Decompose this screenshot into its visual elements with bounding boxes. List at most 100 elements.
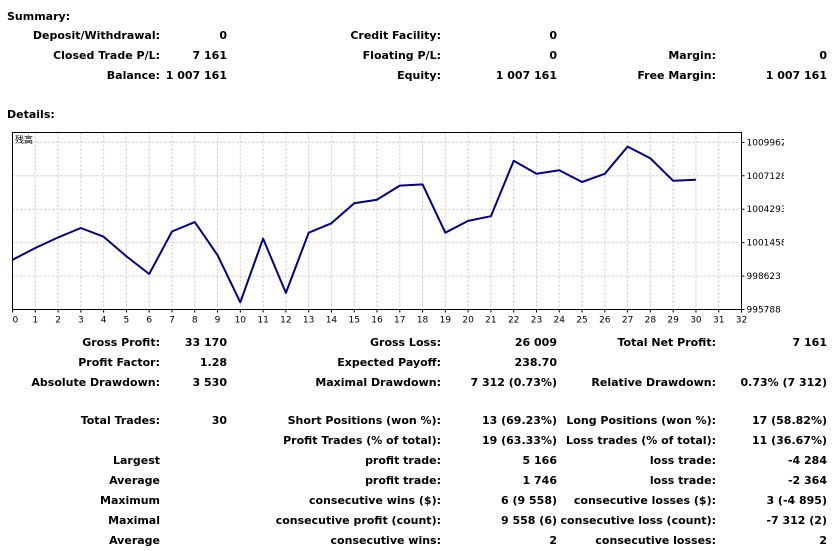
summary-cell-r2-c1-value: 1 007 161	[495, 69, 557, 82]
summary-cell-r0-c0-label: Deposit/Withdrawal:	[32, 29, 160, 42]
summary-cell-r1-c1-label: Floating P/L:	[362, 49, 441, 62]
details-cell-r7-c1-label: consecutive wins ($):	[308, 494, 441, 507]
details-cell-r0-c1-value: 26 009	[514, 336, 557, 349]
details-cell-r3-c0-label: Total Trades:	[80, 414, 160, 427]
summary-cell-r2-c1-label: Equity:	[397, 69, 441, 82]
x-tick-label: 13	[303, 316, 314, 326]
details-heading: Details:	[7, 108, 55, 121]
x-axis: 0 1 2 3 4 5 6 7 8 9 10 11 12 13 14 15 16 17 18 19 20 21 22 23 24…	[12, 309, 747, 326]
details-cell-r2-c2-label: Relative Drawdown:	[591, 376, 716, 389]
details-cell-r7-c0-label: Maximum	[100, 494, 160, 507]
x-tick-label: 17	[394, 316, 405, 326]
details-cell-r3-c1-label: Short Positions (won %):	[287, 414, 441, 427]
details-cell-r3-c2-value: 17 (58.82%)	[751, 414, 827, 427]
x-tick-label: 32	[736, 316, 747, 326]
balance-line	[12, 145, 696, 304]
y-axis: 1009962 1007128 1004293 1001458 998623 995788	[741, 138, 785, 316]
details-cell-r2-c0-label: Absolute Drawdown:	[31, 376, 160, 389]
details-cell-r2-c1-value: 7 312 (0.73%)	[470, 376, 558, 389]
details-cell-r6-c2-label: loss trade:	[649, 474, 716, 487]
y-tick-label: 995788	[747, 306, 782, 316]
details-cell-r3-c1-value: 13 (69.23%)	[481, 414, 557, 427]
details-cell-r9-c2-label: consecutive losses:	[595, 534, 716, 547]
x-tick-label: 25	[576, 316, 587, 326]
details-cell-r0-c2-label: Total Net Profit:	[617, 336, 717, 349]
summary-cell-r2-c2-label: Free Margin:	[637, 69, 716, 82]
details-cell-r0-c0-value: 33 170	[184, 336, 227, 349]
summary-cell-r2-c0-value: 1 007 161	[165, 69, 227, 82]
x-tick-label: 19	[440, 316, 452, 326]
details-cell-r1-c0-label: Profit Factor:	[78, 356, 160, 369]
summary-cell-r2-c0-label: Balance:	[106, 69, 160, 82]
x-tick-label: 28	[645, 316, 657, 326]
details-cell-r7-c2-value: 3 (-4 895)	[766, 494, 827, 507]
details-cell-r7-c2-label: consecutive losses ($):	[573, 494, 716, 507]
x-tick-label: 9	[215, 316, 221, 326]
summary-cell-r1-c0-value: 7 161	[192, 49, 227, 62]
y-tick-label: 1007128	[747, 172, 785, 182]
x-tick-label: 14	[326, 316, 338, 326]
x-tick-label: 4	[101, 316, 107, 326]
x-tick-label: 27	[622, 316, 633, 326]
x-tick-label: 3	[78, 316, 84, 326]
x-tick-label: 24	[554, 316, 566, 326]
y-tick-label: 998623	[747, 272, 781, 282]
x-tick-label: 8	[192, 316, 198, 326]
x-tick-label: 18	[417, 316, 429, 326]
details-cell-r9-c1-value: 2	[549, 534, 557, 547]
details-cell-r4-c2-label: Loss trades (% of total):	[565, 434, 716, 447]
x-tick-label: 1	[32, 316, 38, 326]
x-tick-label: 10	[235, 316, 247, 326]
details-cell-r0-c0-label: Gross Profit:	[82, 336, 160, 349]
x-tick-label: 0	[13, 316, 19, 326]
details-cell-r1-c1-label: Expected Payoff:	[337, 356, 441, 369]
details-cell-r5-c1-value: 5 166	[522, 454, 557, 467]
details-cell-r3-c0-value: 30	[211, 414, 227, 427]
details-cell-r5-c2-label: loss trade:	[649, 454, 716, 467]
details-cell-r6-c1-value: 1 746	[522, 474, 557, 487]
x-tick-label: 2	[55, 316, 61, 326]
x-tick-label: 26	[599, 316, 611, 326]
x-tick-label: 22	[508, 316, 519, 326]
details-cell-r5-c2-value: -4 284	[787, 454, 827, 467]
details-cell-r6-c2-value: -2 364	[787, 474, 827, 487]
details-cell-r1-c1-value: 238.70	[514, 356, 557, 369]
details-cell-r0-c2-value: 7 161	[792, 336, 827, 349]
details-cell-r2-c2-value: 0.73% (7 312)	[740, 376, 828, 389]
x-tick-label: 12	[280, 316, 291, 326]
summary-cell-r1-c2-label: Margin:	[668, 49, 716, 62]
details-cell-r7-c1-value: 6 (9 558)	[501, 494, 557, 507]
x-tick-label: 29	[667, 316, 679, 326]
details-cell-r8-c0-label: Maximal	[108, 514, 160, 527]
x-tick-label: 7	[169, 316, 175, 326]
details-cell-r3-c2-label: Long Positions (won %):	[566, 414, 716, 427]
details-cell-r1-c0-value: 1.28	[199, 356, 227, 369]
balance-chart: 残高 1009962100712810042931001458998623995…	[10, 130, 784, 326]
details-cell-r9-c2-value: 2	[819, 534, 827, 547]
x-tick-label: 6	[146, 316, 152, 326]
details-cell-r4-c1-value: 19 (63.33%)	[481, 434, 557, 447]
summary-cell-r1-c0-label: Closed Trade P/L:	[53, 49, 160, 62]
x-tick-label: 20	[462, 316, 474, 326]
chart-grid	[12, 132, 742, 310]
details-cell-r4-c2-value: 11 (36.67%)	[751, 434, 827, 447]
summary-cell-r2-c2-value: 1 007 161	[765, 69, 827, 82]
details-cell-r8-c1-label: consecutive profit (count):	[275, 514, 441, 527]
details-cell-r2-c1-label: Maximal Drawdown:	[315, 376, 441, 389]
details-cell-r2-c0-value: 3 530	[192, 376, 227, 389]
details-cell-r8-c1-value: 9 558 (6)	[501, 514, 557, 527]
chart-title: 残高	[15, 134, 33, 146]
summary-cell-r1-c2-value: 0	[819, 49, 827, 62]
x-tick-label: 21	[485, 316, 496, 326]
details-cell-r9-c0-label: Average	[109, 534, 160, 547]
x-tick-label: 30	[690, 316, 702, 326]
summary-cell-r0-c1-value: 0	[549, 29, 557, 42]
details-cell-r8-c2-value: -7 312 (2)	[766, 514, 827, 527]
summary-heading: Summary:	[7, 10, 71, 23]
details-cell-r8-c2-label: consecutive loss (count):	[560, 514, 716, 527]
details-cell-r5-c0-label: Largest	[113, 454, 160, 467]
summary-cell-r0-c1-label: Credit Facility:	[350, 29, 441, 42]
details-cell-r5-c1-label: profit trade:	[365, 454, 441, 467]
details-cell-r6-c1-label: profit trade:	[365, 474, 441, 487]
x-tick-label: 5	[124, 316, 130, 326]
